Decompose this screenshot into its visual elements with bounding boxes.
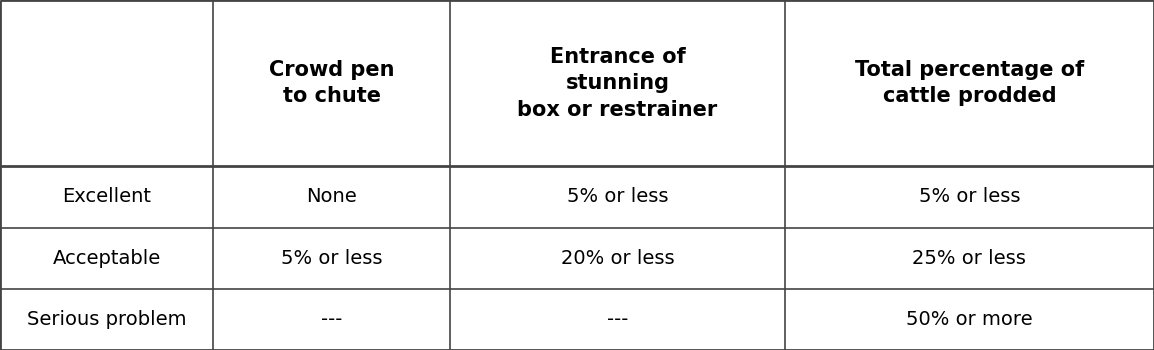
Bar: [213, 289, 450, 350]
Text: Total percentage of
cattle prodded: Total percentage of cattle prodded: [855, 60, 1084, 106]
Bar: [0, 166, 213, 228]
Bar: [450, 166, 785, 228]
Bar: [785, 0, 1154, 166]
Text: ---: ---: [321, 310, 343, 329]
Bar: [0, 289, 213, 350]
Bar: [785, 166, 1154, 228]
Bar: [785, 289, 1154, 350]
Text: 50% or more: 50% or more: [906, 310, 1033, 329]
Bar: [0, 289, 213, 350]
Text: 25% or less: 25% or less: [913, 248, 1026, 268]
Bar: [785, 228, 1154, 289]
Text: None: None: [307, 187, 357, 206]
Bar: [213, 0, 450, 166]
Bar: [0, 166, 213, 228]
Text: Serious problem: Serious problem: [27, 310, 187, 329]
Text: ---: ---: [607, 310, 628, 329]
Bar: [450, 0, 785, 166]
Bar: [450, 228, 785, 289]
Bar: [213, 166, 450, 228]
Text: Crowd pen
to chute: Crowd pen to chute: [269, 60, 395, 106]
Bar: [0, 228, 213, 289]
Bar: [0, 228, 213, 289]
Bar: [213, 228, 450, 289]
Bar: [450, 289, 785, 350]
Text: 5% or less: 5% or less: [567, 187, 668, 206]
Bar: [785, 228, 1154, 289]
Bar: [0, 0, 213, 166]
Bar: [785, 166, 1154, 228]
Bar: [785, 289, 1154, 350]
Text: Entrance of
stunning
box or restrainer: Entrance of stunning box or restrainer: [517, 47, 718, 120]
Bar: [213, 228, 450, 289]
Text: 5% or less: 5% or less: [282, 248, 382, 268]
Bar: [213, 289, 450, 350]
Text: 5% or less: 5% or less: [919, 187, 1020, 206]
Text: 20% or less: 20% or less: [561, 248, 674, 268]
Text: Excellent: Excellent: [62, 187, 151, 206]
Text: Acceptable: Acceptable: [53, 248, 160, 268]
Bar: [213, 166, 450, 228]
Bar: [450, 0, 785, 166]
Bar: [450, 228, 785, 289]
Bar: [450, 166, 785, 228]
Bar: [213, 0, 450, 166]
Bar: [785, 0, 1154, 166]
Bar: [450, 289, 785, 350]
